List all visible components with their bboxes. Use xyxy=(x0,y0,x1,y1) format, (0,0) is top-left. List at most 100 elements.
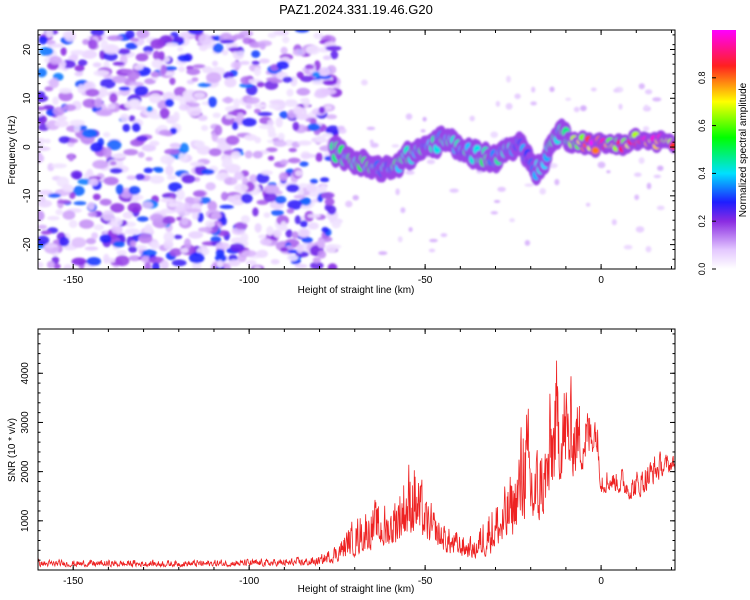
spectrogram-cell xyxy=(113,241,125,248)
snr-x-axis-label: Height of straight line (km) xyxy=(298,584,415,595)
spectrogram-cell xyxy=(197,82,212,88)
spectrogram-cell xyxy=(222,263,231,269)
spectrogram-cell xyxy=(270,79,283,84)
spectrogram-cell xyxy=(267,119,274,127)
spectrogram-cell xyxy=(144,78,156,85)
y-tick-label: 2000 xyxy=(20,460,31,483)
spectrogram-cell xyxy=(288,147,297,153)
spectrogram-cell xyxy=(38,106,47,111)
spectrogram-cell xyxy=(169,142,181,149)
spectrogram-cell xyxy=(103,147,112,159)
spectrogram-cell xyxy=(296,244,304,254)
spectrogram-cell xyxy=(191,77,199,82)
spectrogram-cell xyxy=(242,250,257,257)
spectrogram-cell xyxy=(122,123,131,132)
spectrogram-cell xyxy=(531,86,536,93)
spectrogram-cell xyxy=(72,185,85,196)
spectrogram-cell xyxy=(253,265,261,269)
spectrogram-cell xyxy=(210,236,222,243)
spectrogram-cell xyxy=(171,259,187,267)
spectrogram-cell xyxy=(300,204,312,210)
spectrogram-cell xyxy=(305,64,315,70)
spectrogram-cell xyxy=(181,174,196,184)
spectrogram-cell xyxy=(240,215,250,224)
spectrogram-cell xyxy=(70,170,83,180)
spectrogram-cell xyxy=(469,115,475,122)
spectrogram-cell xyxy=(332,83,341,90)
spectrogram-cell xyxy=(270,209,284,216)
spectrogram-cell xyxy=(320,192,335,199)
spectrogram-cell xyxy=(232,121,239,130)
spectrogram-cell xyxy=(307,213,321,219)
spectrogram-cell xyxy=(509,218,515,223)
spectrogram-cell xyxy=(361,79,368,86)
spectrogram-cell xyxy=(325,105,332,111)
spectrogram-cell xyxy=(169,127,178,135)
spectrogram-cell xyxy=(245,259,257,266)
spectrogram-cell xyxy=(317,238,326,249)
spectrogram-cell xyxy=(241,117,257,127)
spectrogram-cell xyxy=(634,172,642,177)
spectrogram-cell xyxy=(524,183,534,187)
spectrogram-cell xyxy=(52,106,65,116)
spectrogram-cell xyxy=(429,238,438,243)
spectrogram-cell xyxy=(284,100,299,107)
spectrogram-cell xyxy=(221,157,233,167)
spectrogram-cell xyxy=(62,210,76,220)
spectrogram-cell xyxy=(554,178,560,186)
spectrogram-cell xyxy=(103,253,110,264)
spectrogram-cell xyxy=(237,112,244,119)
spectrogram-cell xyxy=(524,240,531,246)
spectrogram-cell xyxy=(135,53,149,62)
spectrogram-cell xyxy=(38,189,53,196)
spectrogram-cell xyxy=(233,98,240,109)
spectrogram-cell xyxy=(112,75,128,84)
spectrogram-cell xyxy=(196,145,211,155)
spectrogram-cell xyxy=(286,88,294,97)
spectrogram-cell xyxy=(188,30,204,35)
spectrogram-cell xyxy=(322,132,333,138)
spectrogram-cell xyxy=(549,86,555,93)
spectrogram-cell xyxy=(149,113,163,120)
spectrogram-cell xyxy=(163,71,176,76)
spectrogram-cell xyxy=(162,91,176,103)
spectrogram-cell xyxy=(93,70,110,77)
spectrogram-cell xyxy=(165,165,174,176)
spectrogram-cell xyxy=(493,200,501,203)
spectrogram-cell xyxy=(320,88,337,95)
spectrogram-cell xyxy=(292,121,300,131)
spectrogram-cell xyxy=(299,228,310,238)
x-tick-label: -150 xyxy=(63,576,83,587)
colorbar-tick-label: 0.0 xyxy=(697,263,707,276)
spectrogram-cell xyxy=(597,161,606,169)
spectrogram-cell xyxy=(291,231,299,239)
spectrogram-cell xyxy=(137,151,145,158)
spectrogram-cell xyxy=(318,67,330,77)
spectrogram-cell xyxy=(150,38,165,49)
spectrogram-cell xyxy=(63,264,73,269)
spectrogram-cell xyxy=(278,172,289,182)
spectrogram-cell xyxy=(160,154,175,165)
spectrogram-cell xyxy=(280,159,289,166)
spectrogram-cell xyxy=(163,239,174,250)
spectrogram-cell xyxy=(103,132,111,138)
spectrogram-cell xyxy=(136,30,150,39)
spectrogram-cell xyxy=(606,170,611,174)
spectrogram-cell xyxy=(426,159,436,165)
spectrogram-cell xyxy=(90,142,103,152)
spectrogram-cell xyxy=(136,135,148,142)
snr-y-ticks: 1000 2000 3000 4000 xyxy=(20,333,675,561)
spectrogram-cell xyxy=(110,217,123,227)
spectrogram-cell xyxy=(422,116,427,122)
spectrogram-cell xyxy=(128,246,138,253)
spectrogram-cell xyxy=(327,263,338,269)
spectrogram-cell xyxy=(151,59,163,69)
spectrogram-cell xyxy=(395,188,400,196)
y-tick-label: 0 xyxy=(22,144,33,150)
spectrogram-cell xyxy=(107,103,116,110)
spectrogram-cell xyxy=(656,205,665,211)
spectrogram-cell xyxy=(100,78,116,89)
spectrogram-cell xyxy=(325,125,340,136)
spectrogram-cell xyxy=(38,35,48,45)
spectrogram-cell xyxy=(300,75,314,83)
